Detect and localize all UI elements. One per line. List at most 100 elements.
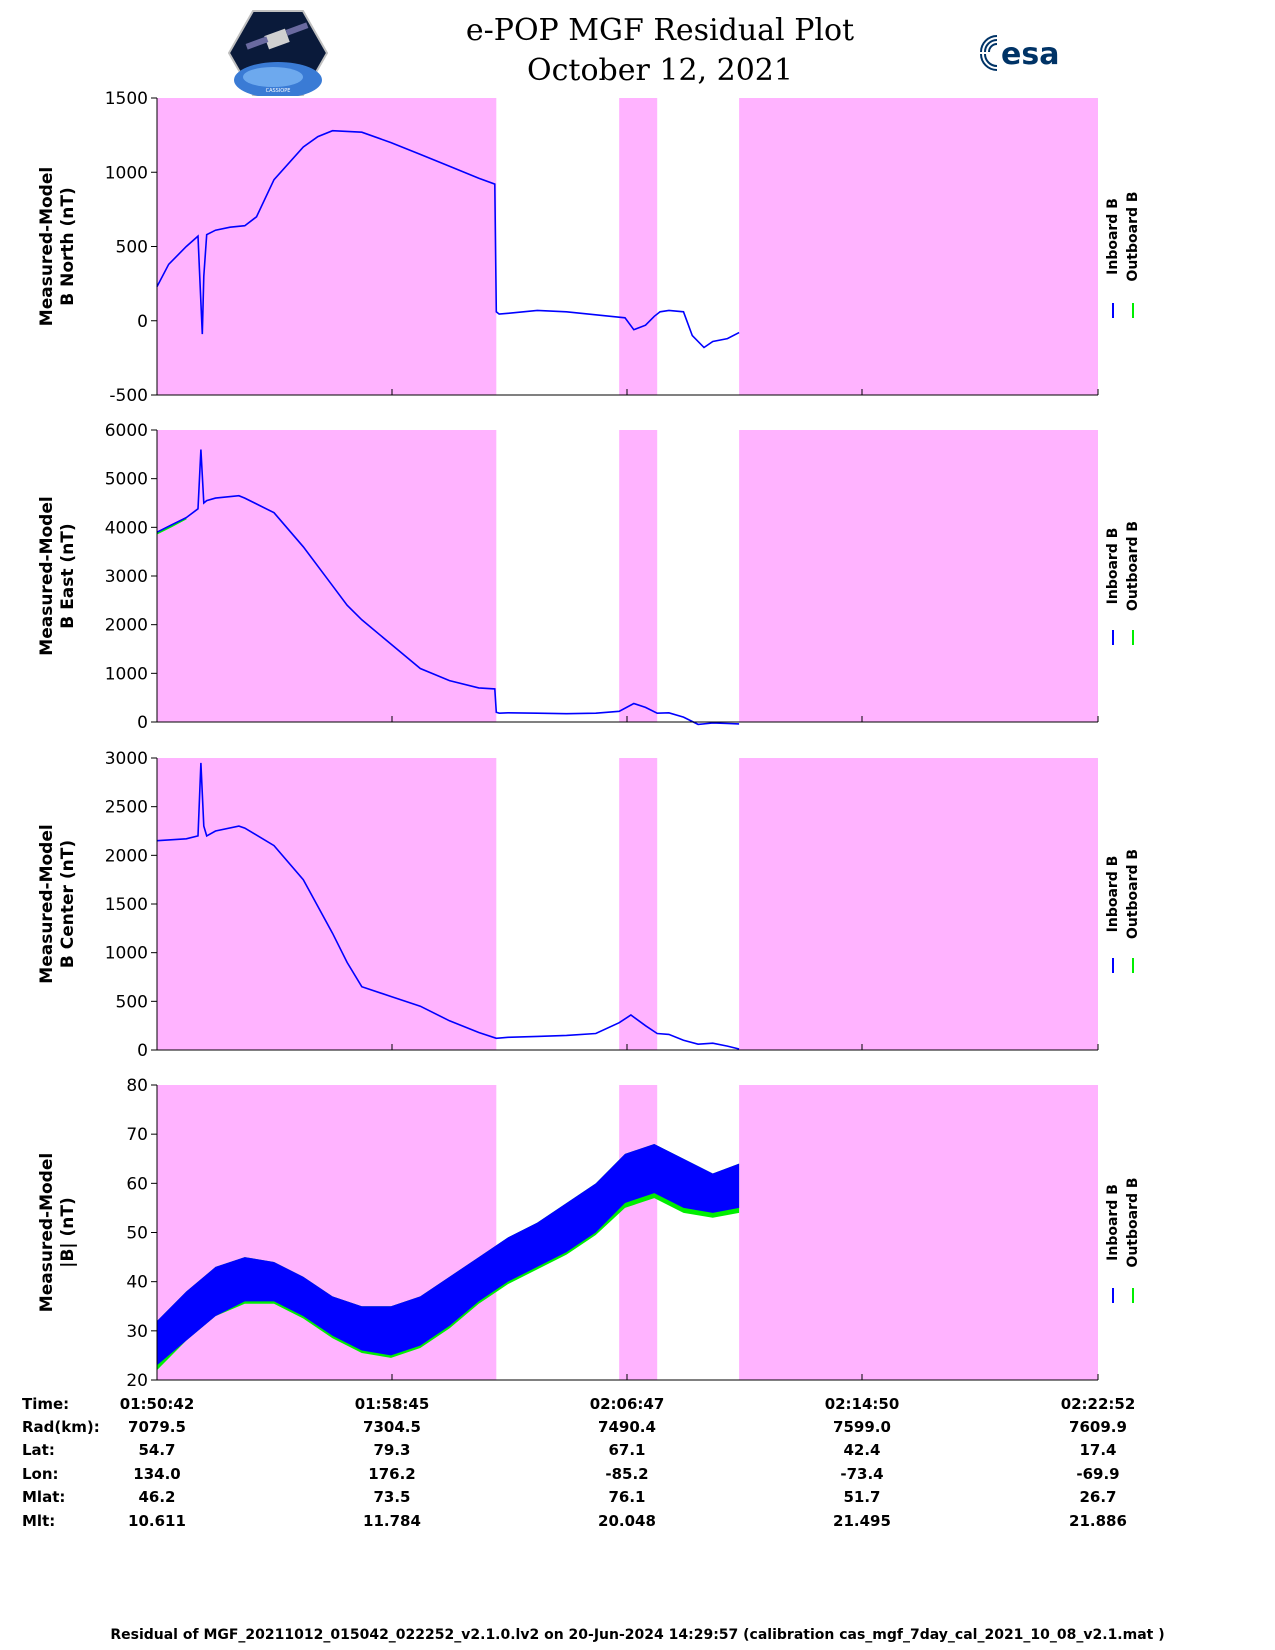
ephemeris-cell: 20.048 [598, 1512, 656, 1530]
y-tick-label: 50 [126, 1224, 148, 1244]
y-tick-label: 0 [137, 312, 148, 332]
ephemeris-cell: 67.1 [608, 1441, 646, 1459]
y-axis-label: Measured-Model [37, 1153, 57, 1312]
shaded-interval [619, 98, 658, 395]
ephemeris-cell: 134.0 [133, 1465, 181, 1483]
shaded-interval [739, 1085, 1098, 1380]
ephemeris-cell: 26.7 [1079, 1488, 1117, 1506]
y-axis-label: Measured-Model [37, 496, 57, 655]
y-tick-label: 1500 [105, 895, 148, 915]
legend-outboard-label: Outboard B [1125, 1177, 1141, 1267]
ephemeris-cell: 7304.5 [363, 1418, 421, 1436]
ephemeris-cell: 46.2 [138, 1488, 176, 1506]
y-tick-label: 60 [126, 1174, 148, 1194]
ephemeris-cell: 21.495 [833, 1512, 891, 1530]
shaded-interval [157, 430, 497, 722]
y-tick-label: 0 [137, 713, 148, 733]
chart-title: e-POP MGF Residual Plot [465, 13, 855, 48]
ephemeris-cell: 7609.9 [1069, 1418, 1127, 1436]
shaded-interval [157, 1085, 497, 1380]
y-tick-label: 2000 [105, 846, 148, 866]
y-tick-label: 2000 [105, 616, 148, 636]
y-tick-label: 30 [126, 1322, 148, 1342]
y-tick-label: 1000 [105, 944, 148, 964]
y-tick-label: 40 [126, 1273, 148, 1293]
ephemeris-cell: 02:06:47 [589, 1395, 665, 1413]
y-axis-label: |B| (nT) [58, 1197, 78, 1268]
inboard-line [156, 129, 740, 349]
svg-text:esa: esa [1001, 37, 1059, 72]
y-axis-label: B Center (nT) [58, 840, 78, 968]
legend-inboard-label: Inboard B [1105, 856, 1121, 933]
panel-1: -500 0 500 1000 1500 Measured-Model B North (n… [37, 89, 1141, 406]
legend-inboard-label: Inboard B [1105, 528, 1121, 605]
legend-inboard-label: Inboard B [1105, 198, 1121, 275]
y-tick-label: 0 [137, 1041, 148, 1061]
y-tick-label: 1000 [105, 664, 148, 684]
y-axis-label: Measured-Model [37, 824, 57, 983]
ephemeris-cell: -85.2 [605, 1465, 649, 1483]
shaded-interval [739, 98, 1098, 395]
y-tick-label: 6000 [105, 421, 148, 441]
svg-text:CASSIOPE: CASSIOPE [266, 88, 291, 94]
y-tick-label: 500 [116, 238, 148, 258]
shaded-interval [619, 758, 658, 1050]
ephemeris-cell: 17.4 [1079, 1441, 1117, 1459]
panel-3: 0 500 1000 1500 2000 2500 3000 Measured-Model B … [37, 749, 1141, 1061]
shaded-interval [157, 98, 497, 395]
ephemeris-cell: 02:22:52 [1060, 1395, 1136, 1413]
ephemeris-cell: 176.2 [368, 1465, 416, 1483]
y-axis-label: Measured-Model [37, 167, 57, 326]
ephemeris-row-label: Mlat: [22, 1488, 66, 1506]
legend-outboard-label: Outboard B [1125, 191, 1141, 281]
y-tick-label: 20 [126, 1371, 148, 1391]
chart-date: October 12, 2021 [527, 53, 793, 88]
ephemeris-cell: 02:14:50 [824, 1395, 900, 1413]
y-tick-label: -500 [109, 386, 148, 406]
ephemeris-cell: 01:50:42 [119, 1395, 195, 1413]
ephemeris-row-label: Rad(km): [22, 1418, 100, 1436]
y-tick-label: 2500 [105, 798, 148, 818]
ephemeris-row-label: Mlt: [22, 1512, 56, 1530]
ephemeris-cell: 79.3 [373, 1441, 411, 1459]
ephemeris-cell: 7079.5 [128, 1418, 186, 1436]
shaded-interval [157, 758, 497, 1050]
esa-logo: esa [980, 35, 1059, 72]
y-axis-label: B East (nT) [58, 523, 78, 628]
panel-2: 0 1000 2000 3000 4000 5000 6000 Measured-Model B… [37, 421, 1141, 733]
ephemeris-cell: 7599.0 [833, 1418, 891, 1436]
ephemeris-cell: 51.7 [843, 1488, 881, 1506]
panel-4: 20 30 40 50 60 70 80 Measured-Model |B| (nT) Inbo… [37, 1076, 1141, 1391]
ephemeris-cell: 01:58:45 [354, 1395, 430, 1413]
shaded-interval [739, 430, 1098, 722]
ephemeris-row-label: Lat: [22, 1441, 55, 1459]
cassiope-logo: CASSIOPE [228, 10, 328, 96]
y-tick-label: 1000 [105, 163, 148, 183]
legend-outboard-label: Outboard B [1125, 521, 1141, 611]
ephemeris-cell: -73.4 [840, 1465, 884, 1483]
shaded-interval [619, 430, 658, 722]
y-tick-label: 3000 [105, 749, 148, 769]
ephemeris-cell: 42.4 [843, 1441, 881, 1459]
legend-inboard-label: Inboard B [1105, 1184, 1121, 1261]
y-tick-label: 3000 [105, 567, 148, 587]
legend-outboard-label: Outboard B [1125, 849, 1141, 939]
ephemeris-cell: 76.1 [608, 1488, 646, 1506]
inboard-band [157, 1144, 740, 1366]
ephemeris-cell: 11.784 [363, 1512, 421, 1530]
ephemeris-cell: 7490.4 [598, 1418, 656, 1436]
ephemeris-cell: -69.9 [1076, 1465, 1120, 1483]
y-tick-label: 70 [126, 1125, 148, 1145]
outboard-line [156, 517, 187, 535]
ephemeris-row-label: Lon: [22, 1465, 59, 1483]
inboard-line [156, 762, 740, 1050]
ephemeris-cell: 73.5 [373, 1488, 411, 1506]
y-tick-label: 1500 [105, 89, 148, 109]
ephemeris-cell: 10.611 [128, 1512, 186, 1530]
y-tick-label: 80 [126, 1076, 148, 1096]
y-axis-label: B North (nT) [58, 187, 78, 306]
y-tick-label: 500 [116, 992, 148, 1012]
footer-caption: Residual of MGF_20211012_015042_022252_v… [110, 1627, 1165, 1643]
ephemeris-row-label: Time: [22, 1395, 70, 1413]
